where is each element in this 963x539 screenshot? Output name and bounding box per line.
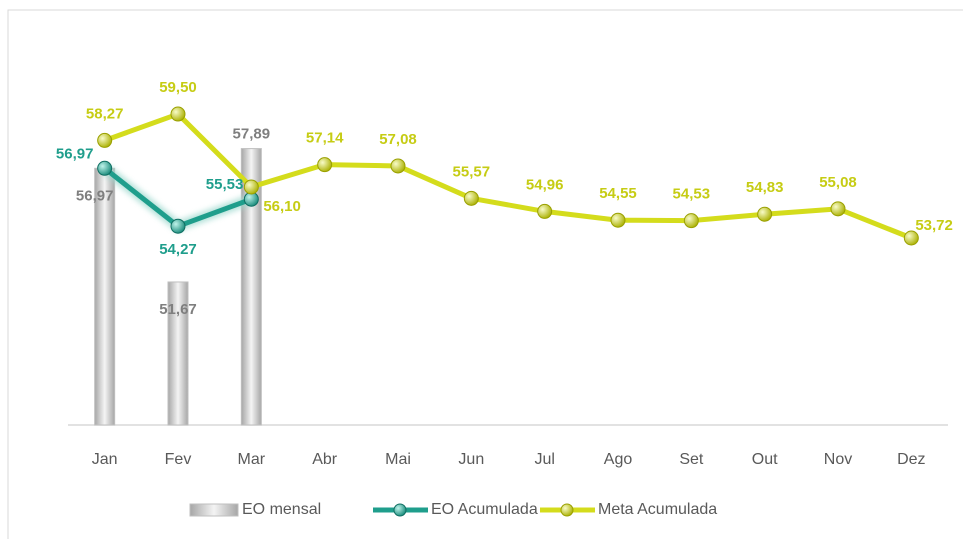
data-label: 57,08 [379,131,417,148]
bar [167,281,189,426]
data-label: 57,89 [233,126,271,143]
data-label: 56,97 [76,187,114,204]
bar [240,148,262,426]
marker [903,230,919,246]
x-tick-label: Jan [92,451,118,468]
legend-label: EO mensal [242,501,321,518]
data-label: 56,97 [56,145,94,162]
marker [610,212,626,228]
line [103,111,913,241]
marker [683,213,699,229]
legend-marker [560,503,574,517]
legend-label: EO Acumulada [431,501,538,518]
frame [7,9,963,539]
marker [170,106,186,122]
data-label: 57,14 [306,130,344,147]
marker [757,206,773,222]
x-tick-label: Fev [165,451,192,468]
x-tick-label: Mar [238,451,266,468]
legend-swatch [189,503,239,517]
x-tick-label: Out [752,451,778,468]
marker [97,132,113,148]
marker [170,218,186,234]
x-tick-label: Mai [385,451,411,468]
data-label: 55,53 [206,176,244,193]
data-label: 59,50 [159,79,197,96]
bar [94,167,116,426]
data-label: 54,83 [746,179,784,196]
x-tick-label: Nov [824,451,852,468]
data-label: 54,55 [599,185,637,202]
marker [537,203,553,219]
x-tick-label: Abr [312,451,338,468]
data-label: 55,57 [453,163,491,180]
x-tick-label: Jul [534,451,554,468]
data-label: 53,72 [915,217,953,234]
legend-label: Meta Acumulada [598,501,717,518]
marker [317,157,333,173]
data-label: 54,96 [526,176,564,193]
data-label: 54,27 [159,241,197,258]
legend-marker [393,503,407,517]
data-label: 56,10 [263,198,301,215]
x-tick-label: Dez [897,451,925,468]
marker [830,201,846,217]
data-label: 58,27 [86,105,124,122]
marker [390,158,406,174]
marker [463,190,479,206]
x-tick-label: Set [679,451,704,468]
data-label: 51,67 [159,301,197,318]
data-label: 55,08 [819,174,857,191]
data-label: 54,53 [673,186,711,203]
x-tick-label: Jun [458,451,484,468]
marker [97,160,113,176]
marker [243,179,259,195]
x-tick-label: Ago [604,451,633,468]
